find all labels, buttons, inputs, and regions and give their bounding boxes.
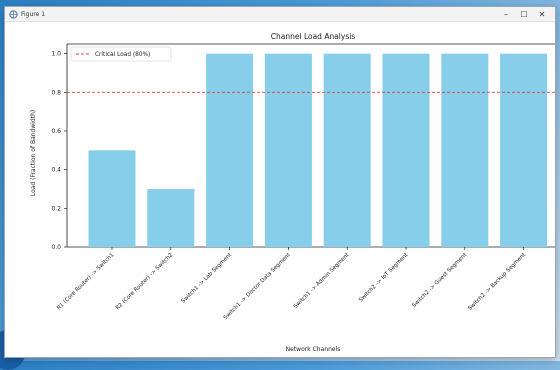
bar xyxy=(500,53,548,247)
bar xyxy=(206,53,254,247)
x-tick-label: Switch1 -> Lab Segment xyxy=(181,252,234,305)
y-tick-label: 1.0 xyxy=(51,51,61,58)
chart-title: Channel Load Analysis xyxy=(271,32,356,41)
title-bar: Figure 1 – ☐ ✕ xyxy=(5,7,555,22)
y-axis-label: Load (Fraction of Bandwidth) xyxy=(30,110,37,196)
minimize-button[interactable]: – xyxy=(504,9,508,19)
y-tick-label: 0.0 xyxy=(51,244,61,251)
bar xyxy=(88,150,136,247)
figure-app-icon xyxy=(9,9,18,19)
bar-chart: Channel Load Analysis Network Channels L… xyxy=(30,32,555,353)
bar xyxy=(323,53,371,247)
y-tick-label: 0.4 xyxy=(51,167,61,174)
legend-box xyxy=(70,46,172,62)
x-tick-label: R1 (Core Router) -> Switch1 xyxy=(56,252,115,311)
maximize-button[interactable]: ☐ xyxy=(520,9,528,19)
bar xyxy=(441,53,489,247)
x-tick-label: Switch1 -> Admin Segment xyxy=(293,252,351,310)
bar xyxy=(382,53,430,247)
x-tick-label: R2 (Core Router) -> Switch2 xyxy=(115,252,174,311)
bar xyxy=(264,53,312,247)
window-title: Figure 1 xyxy=(21,10,46,18)
figure-window: Figure 1 – ☐ ✕ Channel Load Analysis Net… xyxy=(4,6,556,358)
x-tick-label: Switch2 -> Backup Segment xyxy=(467,252,527,312)
x-axis-label: Network Channels xyxy=(286,346,341,353)
x-tick-label: Switch2 -> IoT Segment xyxy=(358,252,410,304)
y-tick-label: 0.8 xyxy=(51,89,61,96)
legend-label: Critical Load (80%) xyxy=(95,52,150,58)
x-tick-label: Switch1 -> Doctor Data Segment xyxy=(223,252,293,322)
close-button[interactable]: ✕ xyxy=(538,9,546,19)
x-tick-label: Switch2 -> Guest Segment xyxy=(411,252,468,309)
bar xyxy=(147,189,195,247)
y-tick-label: 0.2 xyxy=(51,205,61,212)
y-tick-label: 0.6 xyxy=(51,128,61,135)
